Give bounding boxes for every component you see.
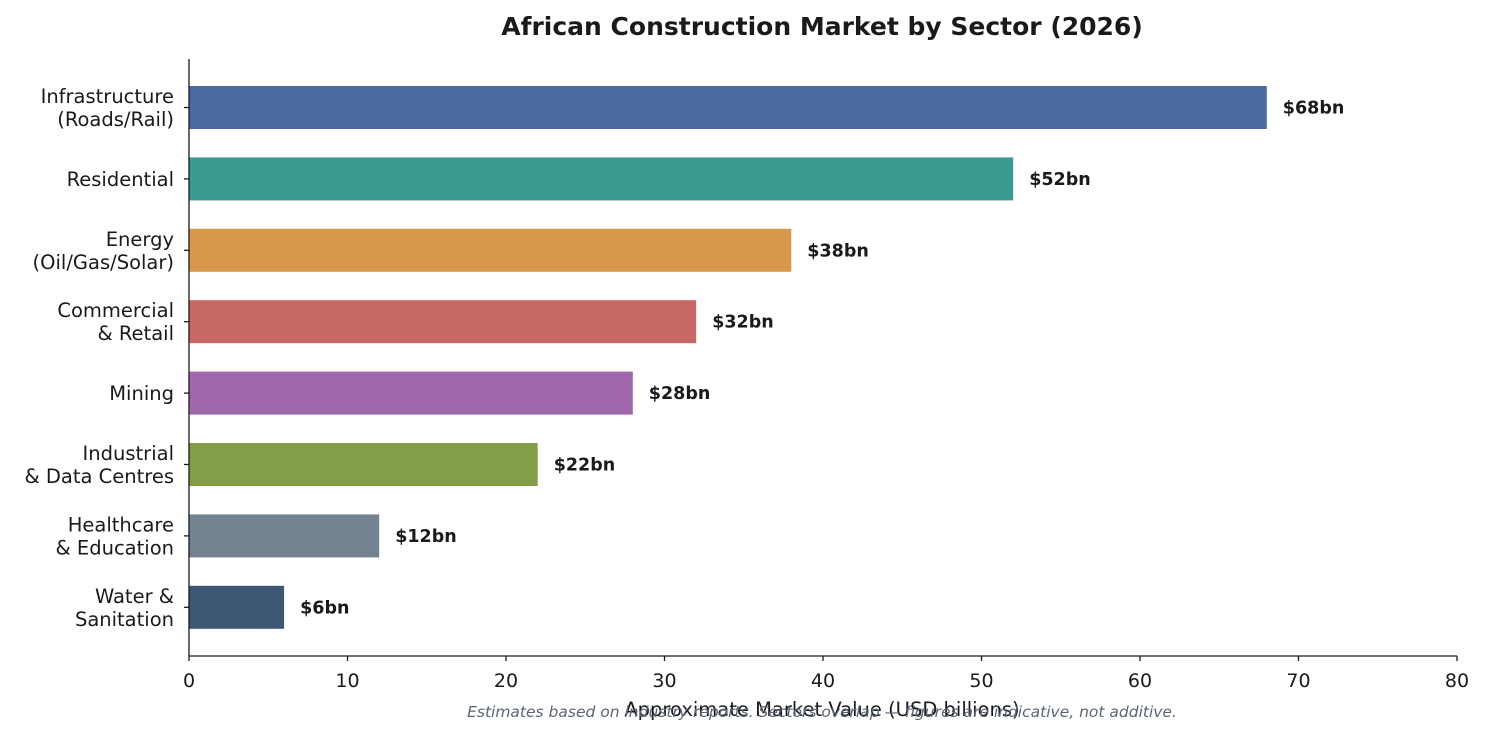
x-axis-title: Approximate Market Value (USD billions) (624, 698, 1019, 721)
category-label-line: Mining (109, 382, 174, 405)
bar-value-label-7: $6bn (300, 598, 349, 618)
category-label-line: Energy (106, 228, 174, 251)
bar-value-label-2: $38bn (807, 241, 869, 261)
category-label-line: & Education (56, 536, 175, 559)
category-label-1: Residential (67, 168, 174, 191)
bar-value-label-5: $22bn (554, 456, 616, 476)
footnote: Estimates based on industry reports. Sec… (467, 703, 1177, 721)
bar-value-label-0: $68bn (1283, 99, 1345, 119)
bar-value-label-1: $52bn (1029, 170, 1091, 190)
bar-3 (189, 300, 697, 344)
category-label-2: Energy (Oil/Gas/Solar) (33, 228, 174, 274)
bar-0 (189, 86, 1267, 129)
category-label-3: Commercial & Retail (57, 299, 174, 345)
category-label-5: Industrial & Data Centres (24, 442, 174, 488)
category-label-line: Residential (67, 168, 174, 191)
bar-4 (189, 371, 633, 415)
category-label-0: Infrastructure (Roads/Rail) (41, 85, 174, 131)
category-label-7: Water & Sanitation (75, 585, 174, 631)
category-label-line: Healthcare (68, 513, 174, 536)
category-label-4: Mining (109, 382, 174, 405)
category-label-line: Sanitation (75, 608, 174, 631)
x-tick-label-7: 70 (1286, 670, 1310, 692)
x-tick-label-1: 10 (335, 670, 359, 692)
category-label-line: (Roads/Rail) (57, 108, 174, 131)
bar-value-label-6: $12bn (395, 527, 457, 547)
x-tick-label-0: 0 (183, 670, 195, 692)
x-tick-label-6: 60 (1128, 670, 1152, 692)
x-tick-label-8: 80 (1445, 670, 1469, 692)
bar-value-label-4: $28bn (649, 384, 711, 404)
category-label-line: Water & (95, 585, 174, 608)
bar-7 (189, 585, 285, 629)
bar-1 (189, 157, 1014, 201)
x-axis: 0 10 20 30 40 50 60 70 80 (183, 655, 1469, 692)
x-tick-label-2: 20 (494, 670, 518, 692)
bar-value-label-3: $32bn (712, 313, 774, 333)
category-label-line: Industrial (83, 442, 174, 465)
bar-2 (189, 228, 792, 272)
x-tick-label-5: 50 (969, 670, 993, 692)
y-axis: Infrastructure (Roads/Rail) Residential Ene… (24, 59, 190, 656)
category-label-line: & Data Centres (24, 465, 174, 488)
bar-6 (189, 514, 380, 558)
x-tick-label-3: 30 (652, 670, 676, 692)
category-label-line: Commercial (57, 299, 174, 322)
category-label-line: (Oil/Gas/Solar) (33, 251, 174, 274)
category-label-line: & Retail (97, 322, 174, 345)
bars-group: $68bn $52bn $38bn $32bn $28bn $22bn $12bn $6bn (189, 86, 1344, 629)
bar-5 (189, 443, 538, 486)
category-label-line: Infrastructure (41, 85, 174, 108)
chart-title: African Construction Market by Sector (2… (501, 12, 1143, 41)
category-label-6: Healthcare & Education (56, 513, 175, 559)
x-tick-label-4: 40 (811, 670, 835, 692)
